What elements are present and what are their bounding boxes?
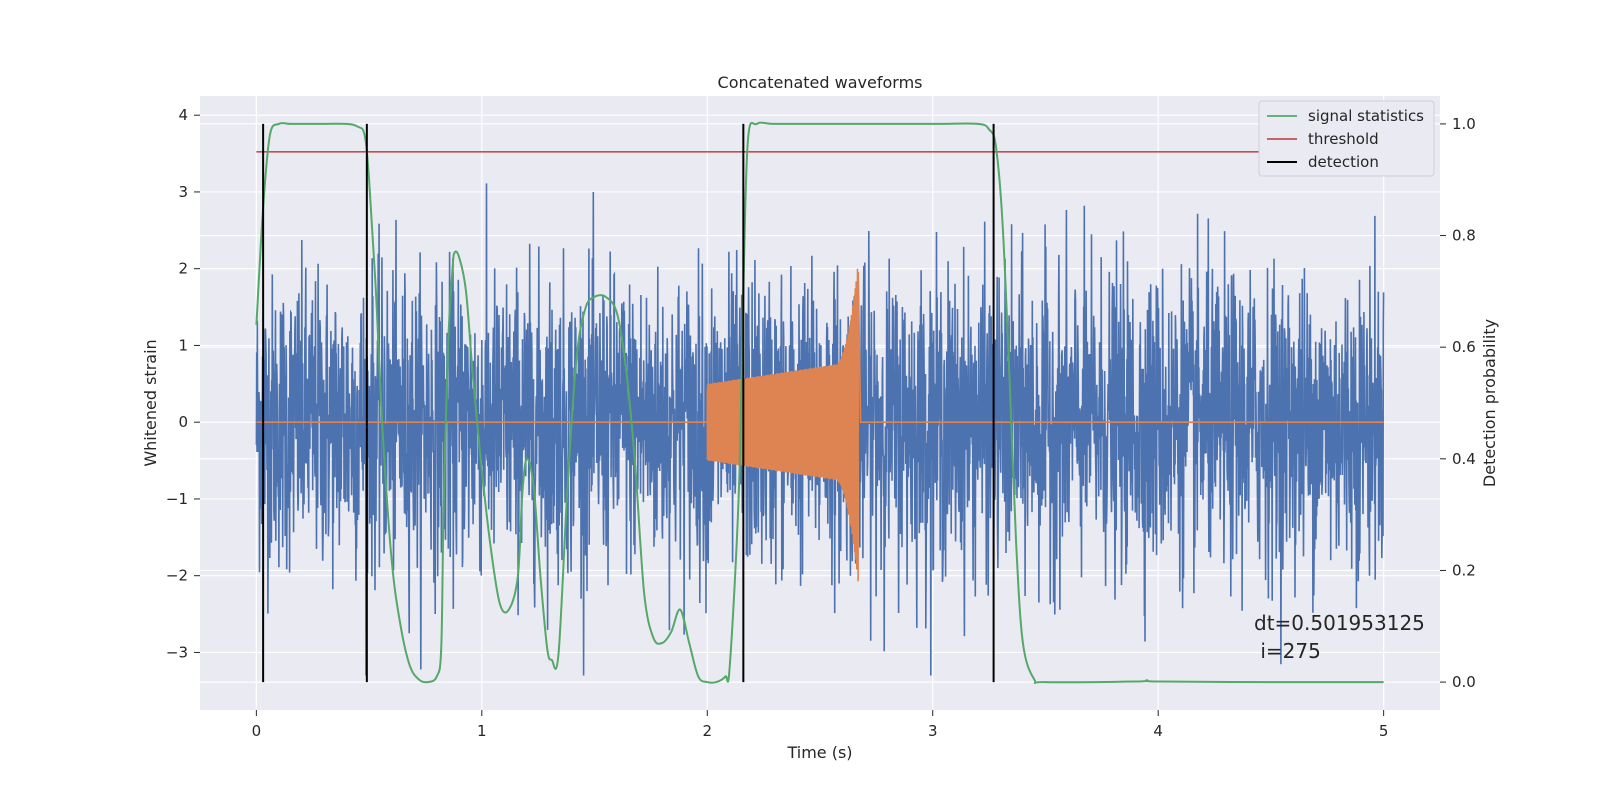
annotation-i: i=275 bbox=[1254, 639, 1321, 663]
y-tick-label: 1 bbox=[178, 336, 188, 354]
ticks-layer: 0 1 2 3 4 5 −3 −2 −1 0 1 2 3 4 0.0 0.2 0.4 0.6 0.8 1.0 bbox=[166, 106, 1476, 740]
y-axis-title: Whitened strain bbox=[141, 339, 160, 466]
legend-label-signal-statistics: signal statistics bbox=[1308, 107, 1424, 125]
y-tick-label: −1 bbox=[166, 490, 188, 508]
x-tick-label: 1 bbox=[477, 722, 487, 740]
chart-title: Concatenated waveforms bbox=[718, 73, 923, 92]
legend: signal statistics threshold detection bbox=[1258, 100, 1435, 177]
y-tick-label: −3 bbox=[166, 643, 188, 661]
x-axis-title: Time (s) bbox=[786, 743, 852, 762]
y-tick-label: −2 bbox=[166, 567, 188, 585]
x-tick-label: 4 bbox=[1153, 722, 1163, 740]
series-layer bbox=[255, 121, 1407, 684]
y2-tick-label: 0.8 bbox=[1452, 227, 1476, 245]
y-tick-label: 0 bbox=[178, 413, 188, 431]
y2-tick-label: 0.6 bbox=[1452, 338, 1476, 356]
y2-tick-label: 0.4 bbox=[1452, 450, 1476, 468]
legend-label-threshold: threshold bbox=[1308, 130, 1379, 148]
annotation-dt: dt=0.501953125 bbox=[1254, 611, 1425, 635]
y-tick-label: 4 bbox=[178, 106, 188, 124]
x-tick-label: 2 bbox=[702, 722, 712, 740]
y2-tick-label: 0.2 bbox=[1452, 561, 1476, 579]
x-tick-label: 3 bbox=[928, 722, 938, 740]
x-tick-label: 5 bbox=[1379, 722, 1389, 740]
y2-tick-label: 0.0 bbox=[1452, 673, 1476, 691]
y-tick-label: 2 bbox=[178, 260, 188, 278]
legend-label-detection: detection bbox=[1308, 153, 1379, 171]
y-tick-label: 3 bbox=[178, 183, 188, 201]
legend-box bbox=[1258, 100, 1435, 177]
y2-axis-title: Detection probability bbox=[1480, 319, 1499, 487]
signal-statistics-line bbox=[255, 121, 1384, 684]
x-tick-label: 0 bbox=[252, 722, 262, 740]
y2-tick-label: 1.0 bbox=[1452, 115, 1476, 133]
template-series-line bbox=[256, 268, 1384, 582]
